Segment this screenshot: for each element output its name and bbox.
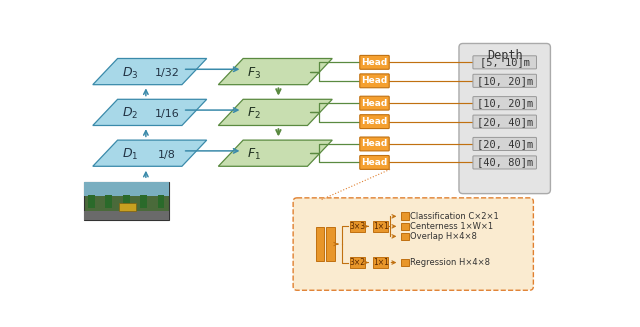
FancyBboxPatch shape: [360, 74, 389, 88]
FancyBboxPatch shape: [473, 156, 536, 169]
Text: 1/16: 1/16: [154, 109, 179, 119]
FancyBboxPatch shape: [473, 74, 536, 87]
FancyBboxPatch shape: [360, 55, 389, 69]
Text: Overlap H×4×8: Overlap H×4×8: [410, 232, 477, 241]
Bar: [316, 227, 324, 261]
Text: $D_2$: $D_2$: [122, 106, 138, 121]
Text: [10, 20]m: [10, 20]m: [477, 98, 533, 108]
Bar: [157, 195, 164, 208]
Bar: [88, 195, 95, 208]
Text: 1/32: 1/32: [154, 68, 179, 78]
Bar: [373, 257, 388, 268]
Polygon shape: [218, 59, 332, 85]
Text: 3×3: 3×3: [349, 222, 365, 231]
Text: 3×2: 3×2: [349, 258, 365, 267]
FancyBboxPatch shape: [459, 43, 550, 194]
Bar: [84, 211, 169, 220]
Bar: [401, 213, 408, 220]
Text: Head: Head: [362, 117, 388, 126]
Text: Head: Head: [362, 76, 388, 85]
Bar: [401, 232, 408, 240]
FancyBboxPatch shape: [360, 156, 389, 169]
FancyBboxPatch shape: [293, 198, 533, 290]
Text: 1×1: 1×1: [372, 258, 388, 267]
Polygon shape: [218, 99, 332, 126]
Text: [5, 10]m: [5, 10]m: [480, 57, 530, 67]
Bar: [349, 221, 365, 232]
FancyBboxPatch shape: [473, 137, 536, 150]
Bar: [401, 259, 408, 267]
Polygon shape: [93, 99, 207, 126]
FancyBboxPatch shape: [360, 137, 389, 151]
Text: [10, 20]m: [10, 20]m: [477, 76, 533, 86]
Bar: [119, 203, 136, 211]
FancyBboxPatch shape: [473, 96, 536, 110]
Polygon shape: [93, 59, 207, 85]
Bar: [401, 222, 408, 230]
Text: Head: Head: [362, 158, 388, 167]
Text: Regression H×4×8: Regression H×4×8: [410, 258, 490, 267]
Text: $D_1$: $D_1$: [122, 147, 138, 162]
FancyBboxPatch shape: [360, 96, 389, 110]
FancyBboxPatch shape: [360, 115, 389, 129]
Text: Classification C×2×1: Classification C×2×1: [410, 212, 499, 221]
Bar: [326, 227, 335, 261]
Text: $F_2$: $F_2$: [246, 106, 260, 121]
Bar: [140, 195, 147, 208]
Bar: [84, 182, 169, 196]
Text: $D_3$: $D_3$: [122, 66, 139, 81]
Text: Centerness 1×W×1: Centerness 1×W×1: [410, 222, 493, 231]
Text: 1/8: 1/8: [158, 150, 176, 160]
Text: Depth: Depth: [487, 48, 522, 61]
Bar: [123, 195, 129, 208]
Text: [40, 80]m: [40, 80]m: [477, 157, 533, 167]
Bar: [105, 195, 112, 208]
Text: [20, 40]m: [20, 40]m: [477, 117, 533, 127]
Text: $F_3$: $F_3$: [246, 66, 260, 81]
FancyBboxPatch shape: [473, 56, 536, 69]
Text: Head: Head: [362, 139, 388, 148]
Bar: [84, 182, 169, 220]
FancyBboxPatch shape: [473, 115, 536, 128]
Text: $F_1$: $F_1$: [246, 147, 260, 162]
Text: Head: Head: [362, 58, 388, 67]
Text: [20, 40]m: [20, 40]m: [477, 139, 533, 149]
Bar: [349, 257, 365, 268]
Text: 1×1: 1×1: [372, 222, 388, 231]
Polygon shape: [218, 140, 332, 166]
Text: Head: Head: [362, 99, 388, 108]
Bar: [373, 221, 388, 232]
Polygon shape: [93, 140, 207, 166]
